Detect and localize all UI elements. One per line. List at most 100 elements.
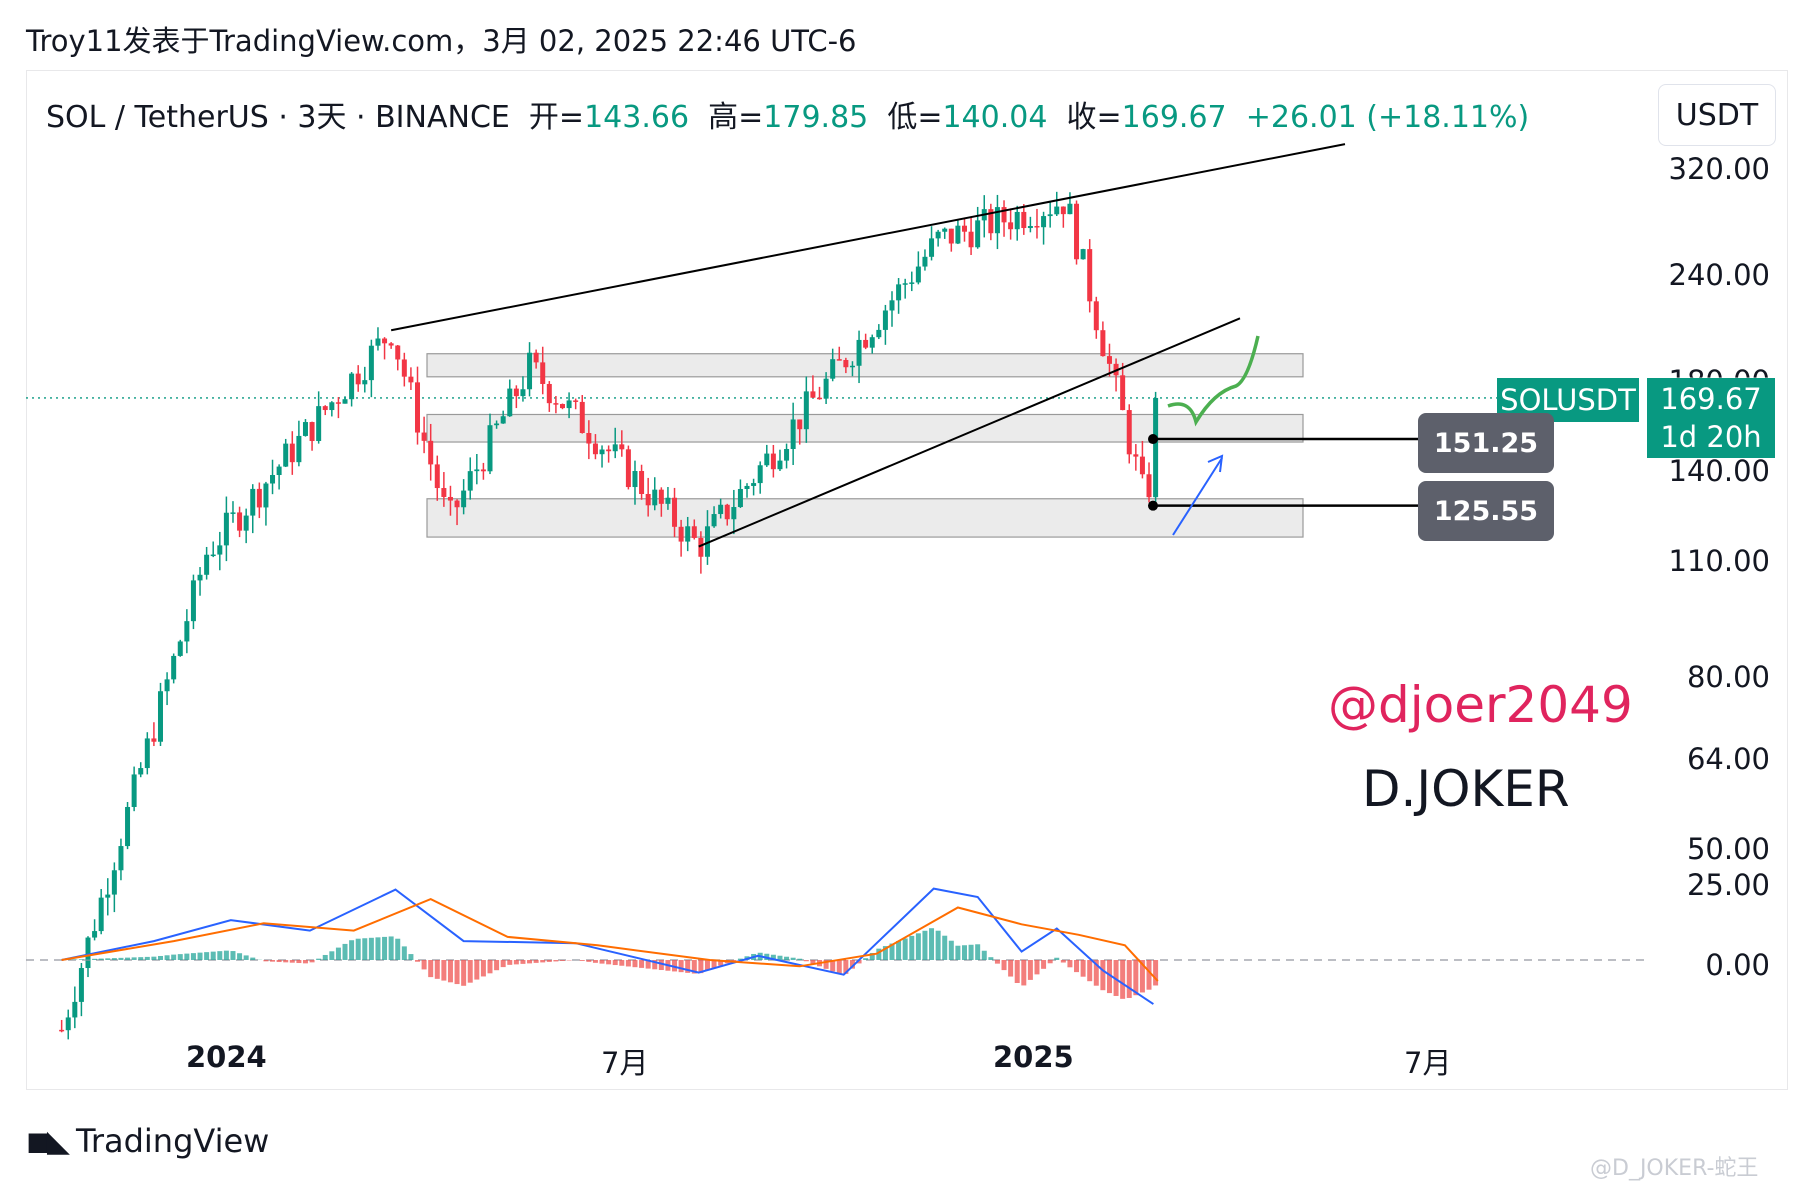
- macd-histogram-bar: [211, 952, 216, 960]
- candle-body: [349, 374, 354, 400]
- macd-histogram-bar: [639, 960, 644, 968]
- candle-body: [817, 398, 822, 400]
- candle-body: [784, 449, 789, 461]
- macd-tick-label: 25.00: [1687, 868, 1770, 902]
- macd-histogram-bar: [988, 957, 993, 960]
- candle-body: [105, 895, 110, 898]
- candle-body: [1147, 474, 1152, 497]
- support-resistance-zone: [427, 354, 1303, 377]
- candle-body: [1087, 249, 1092, 301]
- candle-body: [1008, 222, 1013, 229]
- candle-body: [369, 346, 374, 380]
- macd-histogram-bar: [237, 953, 242, 960]
- macd-histogram-bar: [527, 960, 532, 963]
- macd-histogram-bar: [916, 933, 921, 960]
- candle-body: [619, 444, 624, 449]
- macd-histogram-bar: [448, 960, 453, 982]
- macd-histogram-bar: [158, 956, 163, 960]
- candle-body: [408, 377, 413, 383]
- candle-body: [679, 527, 684, 542]
- tradingview-logo[interactable]: ◼◣ TradingView: [26, 1122, 269, 1160]
- macd-histogram-bar: [244, 955, 249, 960]
- macd-histogram-bar: [514, 960, 519, 964]
- candle-body: [92, 931, 97, 937]
- macd-histogram-bar: [435, 960, 440, 979]
- candle-body: [955, 226, 960, 244]
- macd-histogram-bar: [969, 945, 974, 960]
- candle-body: [1127, 410, 1132, 454]
- y-tick-label: 110.00: [1669, 544, 1770, 578]
- y-tick-label: 80.00: [1687, 660, 1770, 694]
- candle-body: [606, 450, 611, 452]
- candle-body: [1034, 226, 1039, 228]
- candle-body: [810, 391, 815, 397]
- macd-histogram-bar: [382, 937, 387, 960]
- macd-histogram-bar: [580, 960, 585, 961]
- macd-histogram-bar: [1048, 960, 1053, 963]
- candle-body: [441, 488, 446, 497]
- macd-histogram-bar: [613, 960, 618, 965]
- candle-body: [791, 419, 796, 449]
- candle-body: [1015, 212, 1020, 229]
- candle-body: [646, 494, 651, 505]
- y-tick-label: 240.00: [1669, 258, 1770, 292]
- signal-line: [62, 899, 1158, 981]
- macd-histogram-bar: [942, 936, 947, 960]
- candle-body: [224, 513, 229, 546]
- macd-histogram-bar: [1002, 960, 1007, 970]
- candle-body: [290, 444, 295, 463]
- candle-body: [402, 359, 407, 376]
- macd-histogram-bar: [1008, 960, 1013, 977]
- candle-body: [547, 384, 552, 403]
- macd-histogram-bar: [797, 959, 802, 960]
- last-price-tag: 169.67 1d 20h: [1647, 378, 1775, 458]
- candle-body: [850, 366, 855, 368]
- candle-body: [415, 382, 420, 432]
- candle-body: [461, 491, 466, 508]
- candle-body: [474, 469, 479, 471]
- projection-path: [1168, 336, 1258, 422]
- level-label-125[interactable]: 125.55: [1418, 481, 1554, 541]
- candle-body: [876, 330, 881, 337]
- macd-histogram-bar: [1087, 960, 1092, 981]
- macd-histogram-bar: [441, 960, 446, 981]
- y-tick-label: 50.00: [1687, 832, 1770, 866]
- candle-body: [949, 229, 954, 244]
- candle-body: [685, 526, 690, 541]
- candle-body: [468, 471, 473, 490]
- macd-histogram-bar: [277, 960, 282, 962]
- macd-histogram-bar: [586, 960, 591, 962]
- candle-body: [270, 475, 275, 483]
- candle-body: [435, 464, 440, 488]
- macd-histogram-bar: [369, 938, 374, 960]
- macd-histogram-bar: [415, 960, 420, 962]
- candle-body: [580, 402, 585, 433]
- macd-histogram-bar: [632, 960, 637, 967]
- candle-body: [797, 419, 802, 429]
- macd-histogram-bar: [310, 960, 315, 962]
- macd-histogram-bar: [224, 951, 229, 960]
- macd-histogram-bar: [1120, 960, 1125, 999]
- level-label-151[interactable]: 151.25: [1418, 413, 1554, 473]
- macd-histogram-bar: [553, 960, 558, 961]
- candle-body: [356, 374, 361, 385]
- macd-histogram-bar: [600, 960, 605, 964]
- candle-body: [1061, 207, 1066, 215]
- candle-body: [540, 362, 545, 384]
- macd-histogram-bar: [198, 953, 203, 960]
- candle-body: [316, 406, 321, 441]
- macd-histogram-bar: [619, 960, 624, 966]
- macd-histogram-bar: [995, 960, 1000, 964]
- macd-histogram-bar: [86, 959, 91, 960]
- macd-histogram-bar: [191, 953, 196, 960]
- macd-histogram-bar: [896, 941, 901, 960]
- candle-body: [738, 489, 743, 507]
- candle-body: [586, 433, 591, 444]
- x-tick-label: 2025: [993, 1040, 1074, 1074]
- candle-body: [1067, 204, 1072, 214]
- candle-body: [1081, 249, 1086, 259]
- macd-histogram-bar: [178, 954, 183, 960]
- macd-histogram-bar: [837, 960, 842, 974]
- macd-histogram-bar: [903, 938, 908, 960]
